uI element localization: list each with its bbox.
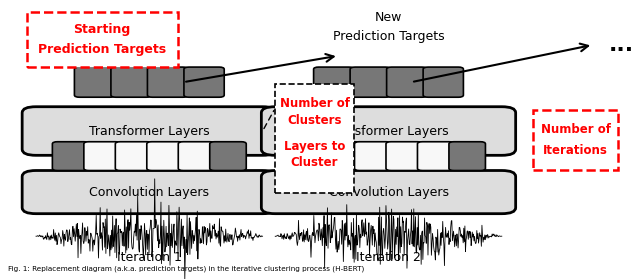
Text: Number of: Number of: [541, 122, 611, 136]
FancyBboxPatch shape: [210, 142, 246, 170]
FancyBboxPatch shape: [350, 67, 390, 97]
FancyBboxPatch shape: [323, 142, 360, 170]
Text: Iteration 2: Iteration 2: [356, 251, 421, 264]
FancyBboxPatch shape: [184, 67, 224, 97]
Text: Cluster: Cluster: [291, 156, 339, 169]
Text: Iterations: Iterations: [543, 144, 608, 157]
Text: Number of: Number of: [280, 97, 349, 110]
FancyBboxPatch shape: [355, 142, 391, 170]
FancyBboxPatch shape: [314, 67, 354, 97]
Text: Transformer Layers: Transformer Layers: [328, 124, 449, 138]
Text: Clusters: Clusters: [287, 114, 342, 126]
FancyBboxPatch shape: [423, 67, 463, 97]
Text: Starting: Starting: [74, 23, 131, 36]
FancyBboxPatch shape: [147, 67, 188, 97]
Bar: [275, 84, 354, 193]
FancyBboxPatch shape: [111, 67, 151, 97]
FancyBboxPatch shape: [386, 142, 422, 170]
FancyBboxPatch shape: [22, 107, 276, 155]
Text: Fig. 1: Replacement diagram (a.k.a. prediction targets) in the iterative cluster: Fig. 1: Replacement diagram (a.k.a. pred…: [8, 265, 364, 271]
FancyBboxPatch shape: [292, 142, 328, 170]
FancyBboxPatch shape: [52, 142, 89, 170]
Bar: [27, 12, 178, 67]
FancyBboxPatch shape: [417, 142, 454, 170]
FancyBboxPatch shape: [147, 142, 183, 170]
Text: Prediction Targets: Prediction Targets: [38, 43, 166, 56]
Text: Prediction Targets: Prediction Targets: [333, 30, 444, 43]
Bar: [533, 110, 618, 170]
FancyBboxPatch shape: [387, 67, 427, 97]
FancyBboxPatch shape: [261, 170, 516, 214]
Text: Convolution Layers: Convolution Layers: [328, 186, 449, 199]
Text: Convolution Layers: Convolution Layers: [90, 186, 209, 199]
FancyBboxPatch shape: [179, 142, 215, 170]
FancyBboxPatch shape: [22, 170, 276, 214]
FancyBboxPatch shape: [449, 142, 486, 170]
FancyBboxPatch shape: [74, 67, 115, 97]
FancyBboxPatch shape: [84, 142, 120, 170]
FancyBboxPatch shape: [115, 142, 152, 170]
Text: New: New: [375, 11, 402, 24]
Text: Iteration 1: Iteration 1: [117, 251, 182, 264]
FancyBboxPatch shape: [261, 107, 516, 155]
Text: Transformer Layers: Transformer Layers: [89, 124, 210, 138]
Text: ...: ...: [609, 35, 634, 55]
Text: Layers to: Layers to: [284, 140, 345, 153]
